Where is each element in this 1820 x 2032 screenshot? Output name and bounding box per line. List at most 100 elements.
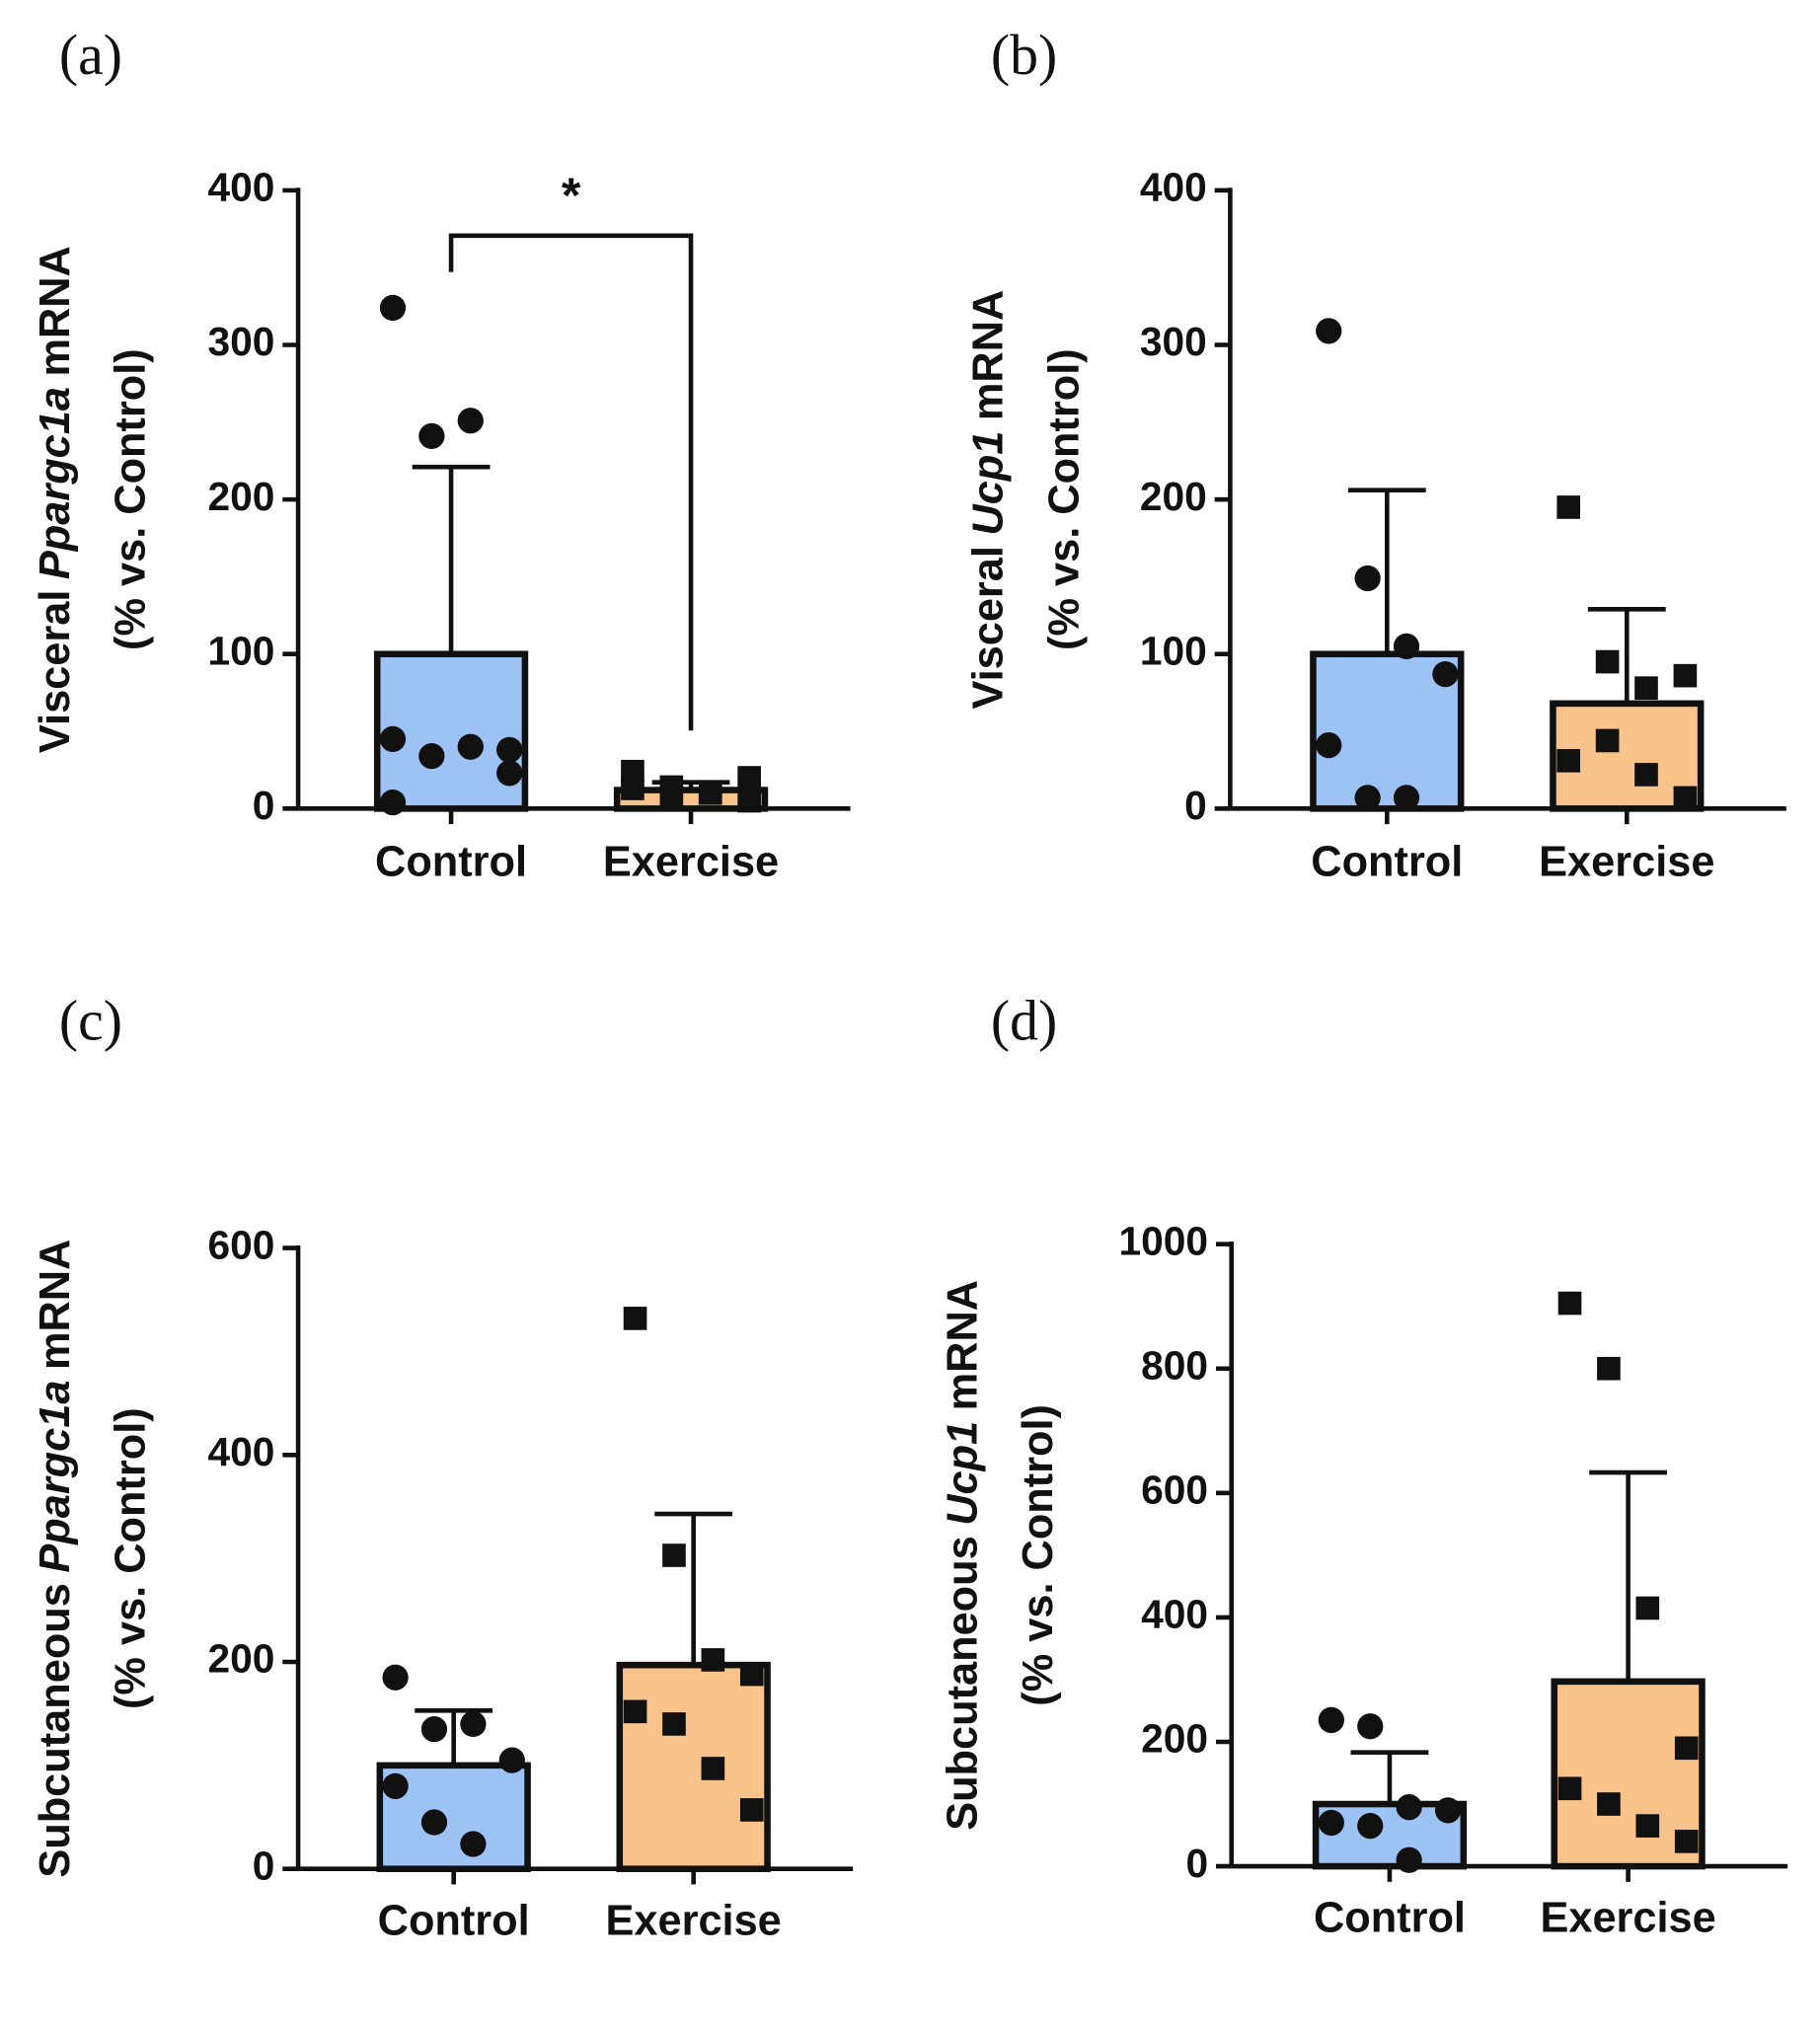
data-point [1432,660,1459,688]
data-point [1557,1776,1582,1801]
data-point [379,294,407,322]
data-point [1434,1797,1462,1824]
data-point [1357,1713,1384,1740]
y-axis-label: Subcutaneous Ppargc1a mRNA [33,1240,80,1878]
data-point [662,1543,686,1567]
data-point [1674,1830,1699,1853]
data-point [498,1747,525,1773]
y-label-suffix: mRNA [33,246,80,376]
data-point [457,733,484,760]
data-point [701,1757,725,1780]
x-tick-label: Control [1314,1895,1466,1942]
y-label-gene: Ucp1 [965,431,1013,536]
y-tick-label: 200 [1141,1716,1208,1762]
bar [373,650,529,812]
data-point [1556,748,1581,773]
significance-bracket [448,233,694,731]
y-tick-label: 600 [208,1222,275,1267]
y-tick-label: 400 [208,1429,275,1474]
data-point [1634,676,1658,701]
y-tick-label: 400 [208,165,275,210]
data-point [496,760,523,787]
y-tick-label: 200 [208,1636,275,1682]
y-tick-label: 0 [253,783,275,828]
data-point [496,736,523,763]
data-point [1396,1846,1422,1873]
y-label-gene: Ucp1 [940,1421,987,1526]
data-point [737,789,761,813]
data-point [1635,1596,1660,1620]
y-label-prefix: Visceral [965,546,1013,709]
y-tick-label: 0 [1185,1841,1208,1886]
panel-label: (d) [991,990,1057,1052]
data-point [1318,1706,1344,1734]
data-point [1597,1792,1621,1816]
significance-label: * [562,168,581,223]
data-point [1557,1291,1582,1316]
data-point [1673,786,1698,810]
y-axis-label: Visceral Ppargc1a mRNA [33,246,80,753]
data-point [1673,663,1698,688]
panel-label: (b) [991,25,1057,87]
bar [616,1661,771,1872]
y-label-prefix: Subcutaneous [33,1583,80,1878]
data-point [737,766,761,790]
data-point [1393,785,1420,811]
data-point [460,1710,487,1738]
data-point [379,725,407,753]
data-point [382,1772,409,1799]
y-tick-label: 400 [1140,165,1207,210]
y-label-suffix: mRNA [940,1280,987,1410]
y-tick-label: 0 [1184,783,1207,828]
y-tick-label: 400 [1141,1592,1208,1637]
data-point [698,781,722,805]
data-point [418,742,445,770]
y-tick-label: 200 [208,474,275,519]
data-point [1597,1356,1621,1381]
data-point [1316,732,1342,759]
data-point [418,422,445,450]
data-point [1595,728,1620,753]
data-point [420,1809,448,1836]
y-label-prefix: Subcutaneous [940,1536,987,1831]
data-point [623,1307,647,1330]
x-tick-label: Control [375,838,527,885]
data-point [1635,1814,1660,1838]
x-tick-label: Exercise [606,1897,782,1944]
y-label-gene: Ppargc1a [33,387,80,579]
x-tick-label: Control [1311,838,1463,885]
x-tick-label: Control [378,1897,530,1944]
data-point [1354,785,1381,811]
y-axis-label: Visceral Ucp1 mRNA [965,290,1013,710]
y-tick-label: 100 [1140,628,1207,673]
y-axis-unit: (% vs. Control) [1040,348,1088,650]
data-point [1634,763,1658,787]
data-point [1318,1809,1344,1837]
y-tick-label: 300 [208,319,275,364]
data-point [701,1648,725,1672]
y-tick-label: 300 [1140,319,1207,364]
y-tick-label: 800 [1141,1342,1208,1388]
data-point [457,408,484,434]
data-point [460,1831,487,1857]
data-point [1674,1736,1699,1761]
data-point [1595,649,1620,674]
data-point [662,1712,686,1736]
y-tick-label: 200 [1140,474,1207,519]
y-tick-label: 600 [1141,1468,1208,1513]
y-axis-unit: (% vs. Control) [1015,1404,1062,1706]
y-tick-label: 100 [208,628,275,673]
data-point [739,1662,764,1687]
data-point [1556,495,1581,519]
x-tick-label: Exercise [1540,1895,1715,1942]
x-tick-label: Exercise [1539,838,1714,885]
y-label-suffix: mRNA [33,1240,80,1370]
y-axis-unit: (% vs. Control) [108,1407,155,1709]
y-tick-label: 0 [253,1843,275,1888]
y-label-prefix: Visceral [33,590,80,753]
data-point [382,1664,409,1691]
data-point [1396,1794,1422,1821]
y-axis-label: Subcutaneous Ucp1 mRNA [940,1280,987,1831]
data-point [623,1699,647,1724]
